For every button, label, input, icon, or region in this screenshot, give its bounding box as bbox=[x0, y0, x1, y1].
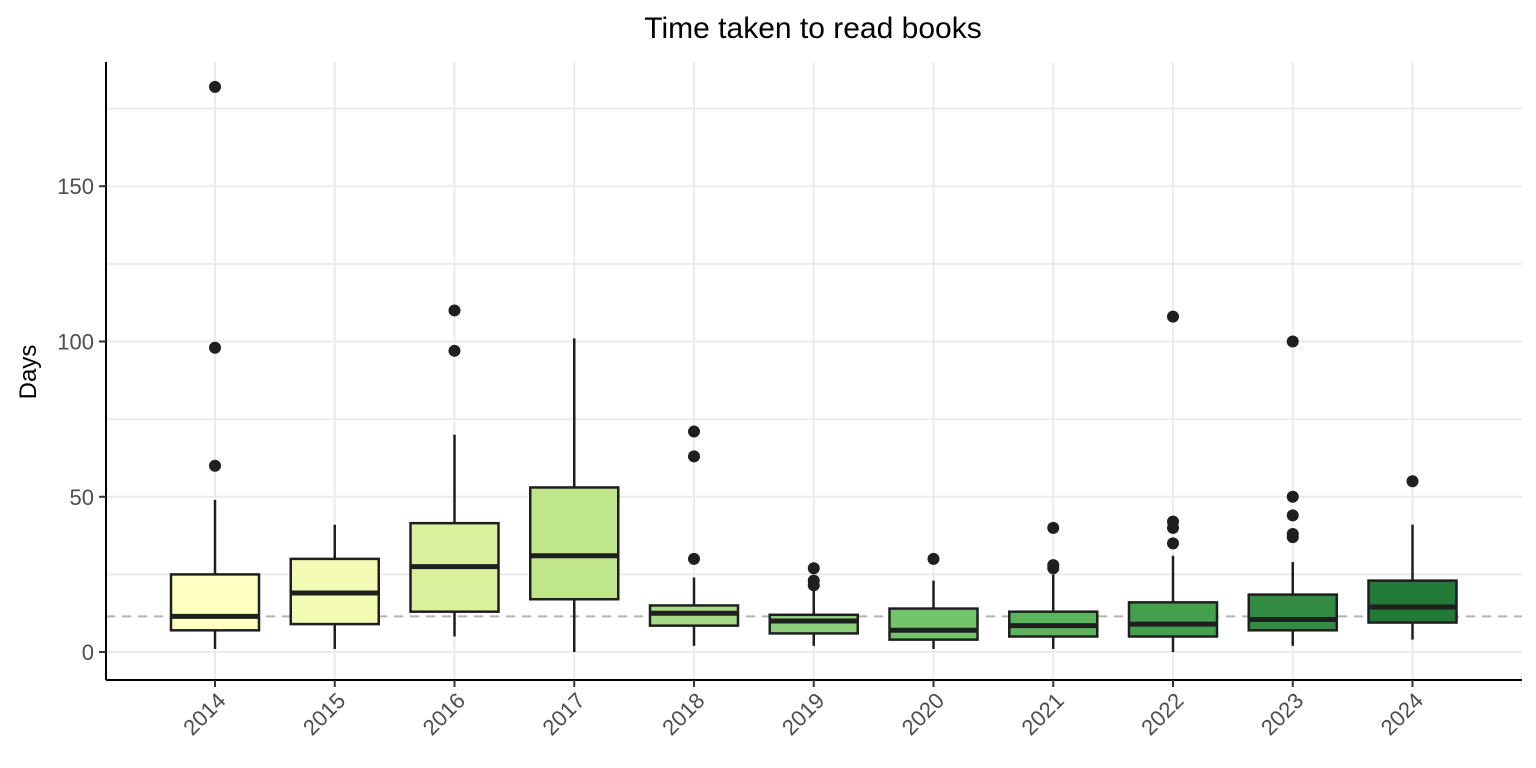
x-tick-label: 2019 bbox=[777, 688, 829, 740]
outlier-point bbox=[209, 80, 221, 93]
outlier-point bbox=[688, 552, 700, 565]
outlier-point bbox=[1286, 490, 1299, 503]
outlier-point bbox=[1047, 521, 1060, 534]
x-tick-label: 2023 bbox=[1256, 688, 1308, 740]
x-tick-label: 2016 bbox=[418, 688, 470, 740]
box-2017 bbox=[529, 338, 620, 653]
outlier-point bbox=[448, 304, 461, 317]
box-iqr bbox=[1367, 579, 1458, 624]
x-tick-label: 2014 bbox=[178, 688, 230, 740]
outlier-point bbox=[1286, 509, 1299, 522]
outlier-point bbox=[807, 562, 820, 575]
outlier-point bbox=[1047, 559, 1060, 572]
chart-title: Time taken to read books bbox=[644, 12, 981, 45]
box-2020 bbox=[888, 552, 979, 649]
outlier-point bbox=[927, 552, 940, 565]
box-iqr bbox=[1127, 601, 1219, 638]
box-iqr bbox=[169, 573, 261, 632]
box-iqr bbox=[529, 486, 620, 601]
outlier-point bbox=[1167, 537, 1179, 550]
outlier-point bbox=[448, 344, 461, 357]
outlier-point bbox=[1167, 515, 1179, 528]
box-2024 bbox=[1367, 475, 1458, 640]
outlier-point bbox=[209, 459, 221, 472]
box-2022 bbox=[1127, 310, 1219, 653]
y-tick-label: 100 bbox=[57, 329, 94, 354]
y-axis-label: Days bbox=[15, 345, 42, 400]
box-2015 bbox=[289, 524, 380, 649]
y-tick-label: 50 bbox=[70, 485, 94, 510]
outlier-point bbox=[1286, 528, 1299, 541]
y-tick-label: 150 bbox=[57, 174, 94, 199]
box-series bbox=[169, 80, 1458, 653]
box-2018 bbox=[648, 425, 740, 646]
outlier-point bbox=[1406, 475, 1419, 488]
x-tick-label: 2015 bbox=[298, 688, 350, 740]
outlier-point bbox=[209, 341, 221, 354]
box-2021 bbox=[1008, 521, 1099, 649]
outlier-point bbox=[688, 425, 700, 438]
box-2014 bbox=[169, 80, 261, 649]
outlier-point bbox=[688, 450, 700, 463]
outlier-point bbox=[1167, 310, 1179, 323]
box-2016 bbox=[409, 304, 500, 637]
box-iqr bbox=[768, 613, 859, 635]
x-tick-label: 2021 bbox=[1016, 688, 1068, 740]
box-iqr bbox=[888, 607, 979, 641]
x-tick-label: 2017 bbox=[537, 688, 589, 740]
outlier-point bbox=[1286, 335, 1299, 348]
box-2019 bbox=[768, 562, 859, 646]
outlier-point bbox=[807, 574, 820, 587]
x-tick-label: 2018 bbox=[657, 688, 709, 740]
x-tick-label: 2020 bbox=[897, 688, 949, 740]
box-2023 bbox=[1247, 335, 1338, 646]
x-tick-label: 2022 bbox=[1136, 688, 1188, 740]
y-tick-label: 0 bbox=[82, 640, 94, 665]
box-iqr bbox=[1247, 593, 1338, 632]
x-tick-label: 2024 bbox=[1376, 688, 1428, 740]
axes: 0 50 100 150 2014 2015 2016 2017 2018 2019 2020 202… bbox=[57, 62, 1522, 740]
